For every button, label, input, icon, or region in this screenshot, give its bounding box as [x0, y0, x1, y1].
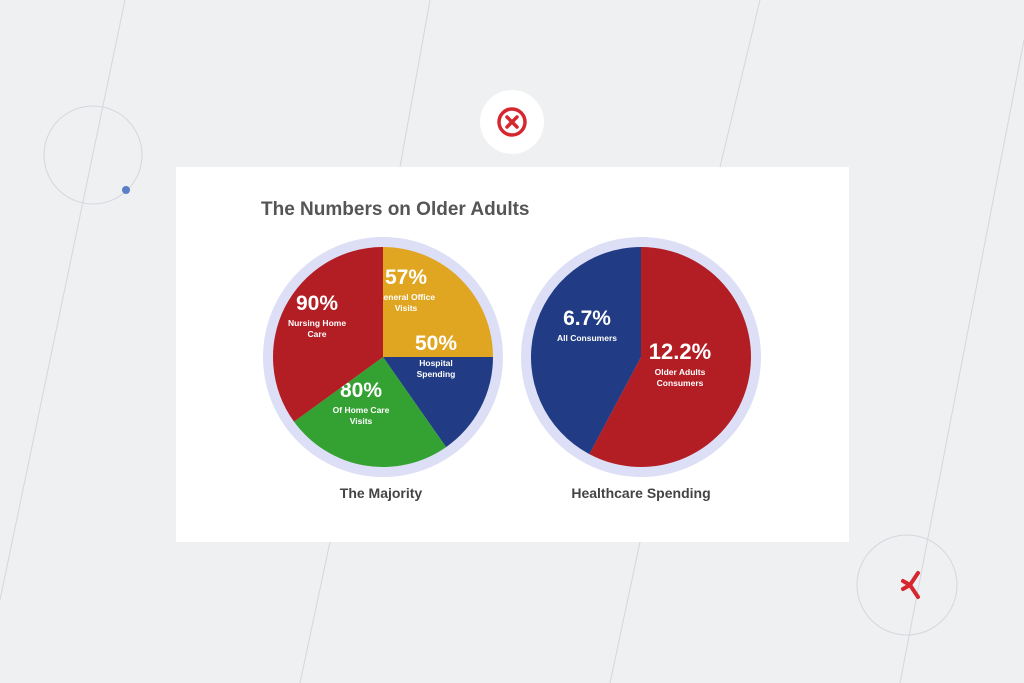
pie-caption-majority: The Majority	[339, 485, 423, 501]
slice-label-general-office-visits: General Office	[377, 292, 435, 302]
slice-label-general-office-visits: Visits	[395, 303, 418, 313]
pie-chart-majority: 57%General OfficeVisits50%HospitalSpendi…	[263, 237, 503, 477]
slice-label-nursing-home-care: Nursing Home	[288, 318, 346, 328]
slice-value-general-office-visits: 57%	[385, 266, 427, 289]
close-button[interactable]	[480, 90, 544, 154]
slice-value-hospital-spending: 50%	[415, 332, 457, 355]
pie-caption-healthcare-spending: Healthcare Spending	[571, 485, 711, 501]
asterisk-icon	[901, 571, 920, 599]
slice-label-hospital-spending: Hospital	[419, 358, 453, 368]
slice-label-older-adults-consumers: Older Adults	[655, 367, 706, 377]
chart-card: The Numbers on Older Adults 57% General O…	[176, 167, 849, 542]
pie-slice-older-adults-consumers	[589, 247, 752, 468]
slice-value-nursing-home-care: 90%	[296, 292, 338, 315]
pie-slice-hospital-spending	[383, 357, 493, 448]
slice-value-all-consumers: 6.7%	[563, 307, 611, 330]
slice-value-older-adults-consumers: 12.2%	[649, 339, 711, 364]
slice-label-of-home-care-visits: Of Home Care	[333, 405, 390, 415]
close-circle-icon	[497, 107, 527, 137]
slice-label-of-home-care-visits: Visits	[350, 416, 373, 426]
pie-slice-of-home-care-visits	[294, 357, 447, 467]
accent-dot	[122, 186, 130, 194]
pie-slice-general-office-visits	[383, 247, 493, 357]
slice-value-of-home-care-visits: 80%	[340, 379, 382, 402]
slice-label-nursing-home-care: Care	[308, 329, 327, 339]
slice-label-hospital-spending: Spending	[417, 369, 456, 379]
chart-title: The Numbers on Older Adults	[261, 199, 530, 220]
slice-label-all-consumers: All Consumers	[557, 333, 617, 343]
slice-label-older-adults-consumers: Consumers	[657, 378, 704, 388]
pie-slice-nursing-home-care	[273, 247, 383, 422]
pie-slice-all-consumers	[531, 247, 641, 455]
